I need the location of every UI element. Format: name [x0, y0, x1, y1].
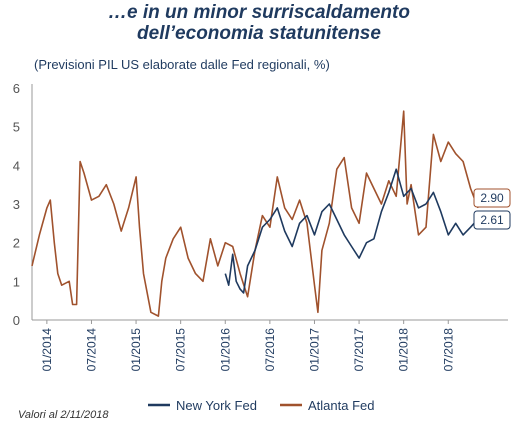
chart-title-line2: dell’economia statunitense — [137, 23, 381, 44]
legend-label-atlanta-fed: Atlanta Fed — [308, 398, 375, 413]
x-tick-label: 07/2017 — [352, 328, 366, 372]
chart-footnote: Valori al 2/11/2018 — [18, 409, 109, 421]
chart-subtitle: (Previsioni PIL US elaborate dalle Fed r… — [34, 57, 330, 72]
callout-value-atlanta: 2.90 — [480, 191, 504, 205]
y-tick-label: 4 — [13, 158, 20, 173]
series-line-atlanta-fed — [31, 110, 479, 317]
series-line-new-york-fed — [224, 168, 479, 294]
x-tick-label: 07/2018 — [441, 328, 455, 372]
y-tick-label: 0 — [13, 313, 20, 328]
chart-title: …e in un minor surriscaldamento dell’eco… — [0, 2, 518, 44]
x-tick-label: 01/2015 — [129, 328, 143, 372]
callout-box-york — [473, 210, 511, 230]
x-tick-label: 01/2017 — [307, 328, 321, 372]
x-tick-label: 07/2015 — [174, 328, 188, 372]
y-tick-label: 3 — [13, 197, 20, 212]
chart-title-line1: …e in un minor surriscaldamento — [108, 2, 410, 23]
y-tick-label: 5 — [13, 120, 20, 135]
x-tick-label: 07/2016 — [263, 328, 277, 372]
x-tick-label: 01/2018 — [397, 328, 411, 372]
y-tick-label: 6 — [13, 81, 20, 96]
legend-label-new-york-fed: New York Fed — [176, 398, 257, 413]
x-tick-label: 07/2014 — [84, 328, 98, 372]
callout-value-york: 2.61 — [480, 213, 504, 227]
y-tick-label: 1 — [13, 274, 20, 289]
x-tick-label: 01/2016 — [218, 328, 232, 372]
y-tick-label: 2 — [13, 236, 20, 251]
callout-box-atlanta — [473, 188, 511, 208]
x-tick-label: 01/2014 — [40, 328, 54, 372]
